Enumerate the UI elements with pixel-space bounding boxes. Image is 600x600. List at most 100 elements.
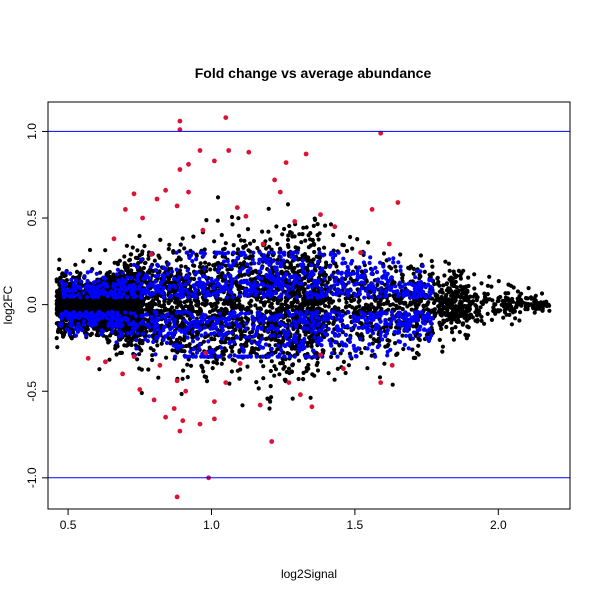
data-point-ns (366, 240, 371, 245)
data-point-ns (208, 267, 213, 272)
data-point-ns (435, 275, 440, 280)
data-point-ns (230, 357, 235, 362)
data-point-ns (396, 305, 402, 310)
data-point-ns (495, 308, 500, 313)
data-point-ns (317, 231, 322, 236)
data-point-ns (466, 283, 471, 289)
data-point-ns (462, 313, 467, 319)
data-point-ns (324, 262, 329, 268)
data-point-ns (430, 271, 435, 276)
data-point-ns (261, 376, 266, 381)
data-point-ns (201, 339, 206, 344)
data-point-ns (290, 307, 295, 313)
data-point-ns (137, 340, 142, 345)
data-point-ns (466, 275, 471, 280)
data-point-ns (526, 286, 531, 291)
data-point-ns (96, 304, 101, 309)
data-point-ns (341, 359, 346, 364)
data-point-ns (114, 352, 119, 357)
data-point-ns (223, 301, 228, 306)
data-point-ns (174, 337, 179, 342)
data-point-ns (444, 281, 450, 286)
data-point-ns (297, 232, 302, 237)
data-point-ns (482, 294, 488, 299)
data-point-ns (515, 289, 521, 294)
data-point-ns (144, 329, 149, 334)
data-point-ns (414, 350, 420, 356)
data-point-ns (449, 312, 454, 317)
data-point-ns (315, 222, 320, 227)
data-point-ns (300, 306, 305, 311)
data-point-ns (136, 261, 141, 266)
data-point-ns (172, 296, 177, 301)
data-point-ns (461, 321, 466, 326)
data-point-ns (509, 322, 514, 327)
data-point-ns (198, 306, 203, 311)
data-point-ns (316, 306, 322, 311)
data-point-ns (200, 365, 205, 370)
data-point-ns (435, 293, 440, 298)
data-point-ns (212, 239, 217, 244)
data-point-ns (55, 290, 60, 295)
data-point-ns (501, 315, 506, 320)
data-point-ns (245, 364, 250, 369)
data-point-ns (495, 299, 500, 304)
data-point-ns (375, 282, 380, 287)
data-point-ns (217, 274, 222, 279)
data-point-ns (285, 237, 291, 242)
data-point-ns (141, 265, 146, 271)
data-point-ns (236, 216, 241, 221)
data-point-ns (289, 369, 294, 374)
data-point-ns (146, 256, 151, 261)
data-point-ns (74, 269, 80, 274)
data-point-ns (479, 314, 484, 319)
data-point-ns (457, 319, 462, 324)
data-point-ns (179, 264, 184, 269)
data-point-ns (162, 308, 167, 313)
data-point-ns (208, 301, 213, 307)
data-point-ns (306, 278, 311, 284)
data-point-ns (229, 214, 235, 220)
data-point-ns (388, 303, 393, 308)
data-point-ns (454, 285, 459, 290)
data-point-ns (430, 264, 435, 269)
data-point-ns (489, 284, 494, 289)
data-point-ns (104, 335, 109, 340)
data-point-ns (115, 344, 120, 349)
data-point-ns (374, 306, 379, 311)
data-point-ns (275, 257, 280, 262)
data-point-ns (533, 293, 538, 298)
data-point-ns (190, 335, 195, 340)
data-point-ns (148, 346, 153, 351)
data-point-ns (472, 272, 477, 277)
data-point-ns (268, 303, 274, 308)
data-point-ns (446, 297, 451, 302)
data-point-ns (312, 299, 317, 304)
data-point-ns (337, 343, 342, 348)
data-point-ns (465, 313, 470, 318)
data-point-ns (215, 218, 220, 223)
data-point-ns (188, 363, 194, 368)
data-point-ns (204, 375, 209, 380)
data-point-ns (370, 341, 375, 346)
data-point-ns (503, 295, 508, 300)
data-point-ns (410, 347, 415, 352)
data-point-ns (255, 246, 260, 251)
data-point-ns (129, 252, 134, 257)
data-point-ns (280, 232, 285, 237)
data-point-ns (219, 232, 224, 238)
data-point-ns (214, 357, 219, 362)
data-point-ns (223, 241, 228, 246)
data-point-ns (280, 360, 285, 365)
data-point-ns (453, 275, 458, 280)
data-point-ns (219, 361, 224, 366)
data-point-ns (441, 318, 446, 323)
data-point-ns (248, 277, 253, 282)
data-point-ns (457, 329, 462, 335)
data-point-ns (385, 299, 390, 304)
data-point-ns (239, 333, 244, 338)
data-point-ns (289, 303, 295, 308)
data-point-ns (519, 303, 524, 308)
data-point-ns (421, 304, 426, 309)
data-point-ns (315, 360, 320, 365)
